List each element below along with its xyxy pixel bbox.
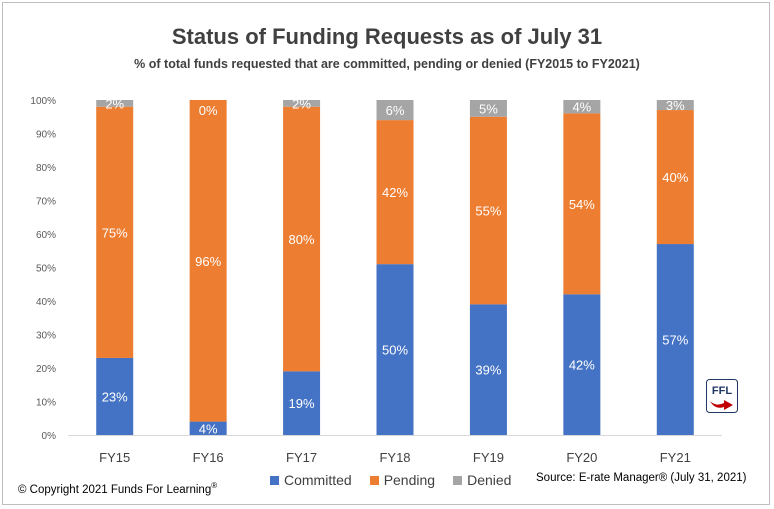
data-label-pending: 75% xyxy=(102,225,128,240)
bar-pending xyxy=(563,113,601,295)
data-label-committed: 39% xyxy=(475,363,501,378)
bar-denied xyxy=(656,100,694,111)
data-label-pending: 42% xyxy=(382,185,408,200)
x-tick-label: FY20 xyxy=(566,450,597,465)
bar-pending xyxy=(283,106,321,372)
x-tick-label: FY16 xyxy=(193,450,224,465)
ffl-logo-text: FFL xyxy=(712,385,732,397)
data-label-denied: 0% xyxy=(199,103,218,118)
ffl-logo: FFL xyxy=(706,379,738,413)
y-tick-label: 50% xyxy=(36,264,56,275)
x-tick-label: FY18 xyxy=(379,450,410,465)
legend-item-denied: Denied xyxy=(453,472,511,488)
y-tick-label: 0% xyxy=(42,431,57,442)
data-label-denied: 6% xyxy=(386,103,405,118)
bar-committed xyxy=(469,304,507,435)
data-label-committed: 4% xyxy=(199,421,218,436)
y-tick-label: 90% xyxy=(36,130,56,141)
data-label-pending: 96% xyxy=(195,254,221,269)
data-label-committed: 57% xyxy=(662,333,688,348)
y-tick-label: 60% xyxy=(36,230,56,241)
bar-denied xyxy=(96,100,134,107)
legend-label-committed: Committed xyxy=(284,472,352,488)
y-tick-label: 80% xyxy=(36,163,56,174)
bar-denied xyxy=(283,100,321,107)
bar-denied xyxy=(376,100,414,121)
legend: Committed Pending Denied xyxy=(270,472,511,488)
data-label-denied: 3% xyxy=(666,98,685,113)
y-tick-label: 30% xyxy=(36,331,56,342)
data-label-pending: 55% xyxy=(475,204,501,219)
data-label-committed: 19% xyxy=(289,396,315,411)
data-label-committed: 23% xyxy=(102,389,128,404)
bar-committed xyxy=(376,264,414,435)
y-tick-label: 10% xyxy=(36,398,56,409)
bar-pending xyxy=(376,120,414,265)
y-tick-label: 20% xyxy=(36,364,56,375)
data-label-committed: 42% xyxy=(569,358,595,373)
x-tick-label: FY17 xyxy=(286,450,317,465)
data-label-denied: 4% xyxy=(572,100,591,115)
bar-committed xyxy=(96,357,134,435)
bar-committed xyxy=(563,294,601,435)
data-label-denied: 5% xyxy=(479,101,498,116)
bar-pending xyxy=(656,110,694,245)
data-label-pending: 80% xyxy=(289,232,315,247)
x-tick-label: FY21 xyxy=(660,450,691,465)
data-label-pending: 54% xyxy=(569,197,595,212)
copyright-note: © Copyright 2021 Funds For Learning® xyxy=(18,481,217,496)
bar-committed xyxy=(656,244,694,435)
bar-denied xyxy=(563,100,601,114)
ffl-logo-arrow-icon xyxy=(710,400,733,410)
legend-item-committed: Committed xyxy=(270,472,352,488)
legend-item-pending: Pending xyxy=(369,472,436,488)
bar-pending xyxy=(96,106,134,358)
copyright-mark: ® xyxy=(211,481,218,490)
y-tick-label: 70% xyxy=(36,197,56,208)
bar-denied xyxy=(469,100,507,117)
data-label-committed: 50% xyxy=(382,343,408,358)
data-label-denied: 2% xyxy=(105,96,124,111)
data-label-denied: 2% xyxy=(292,96,311,111)
legend-swatch-denied xyxy=(453,475,463,485)
x-tick-label: FY15 xyxy=(99,450,130,465)
y-tick-label: 100% xyxy=(30,96,56,107)
legend-swatch-pending xyxy=(369,475,379,485)
bar-committed xyxy=(283,371,321,435)
y-tick-label: 40% xyxy=(36,297,56,308)
chart-title: Status of Funding Requests as of July 31 xyxy=(171,24,603,49)
x-tick-label: FY19 xyxy=(473,450,504,465)
bar-pending xyxy=(469,116,507,305)
legend-label-pending: Pending xyxy=(383,472,436,488)
legend-swatch-committed xyxy=(270,475,279,485)
chart-subtitle: % of total funds requested that are comm… xyxy=(134,57,640,71)
bar-pending xyxy=(189,100,227,422)
data-label-pending: 40% xyxy=(662,170,688,185)
copyright-text: © Copyright 2021 Funds For Learning xyxy=(18,483,212,496)
bar-committed xyxy=(189,421,227,435)
source-note: Source: E-rate Manager® (July 31, 2021) xyxy=(536,472,747,484)
legend-label-denied: Denied xyxy=(467,472,512,488)
